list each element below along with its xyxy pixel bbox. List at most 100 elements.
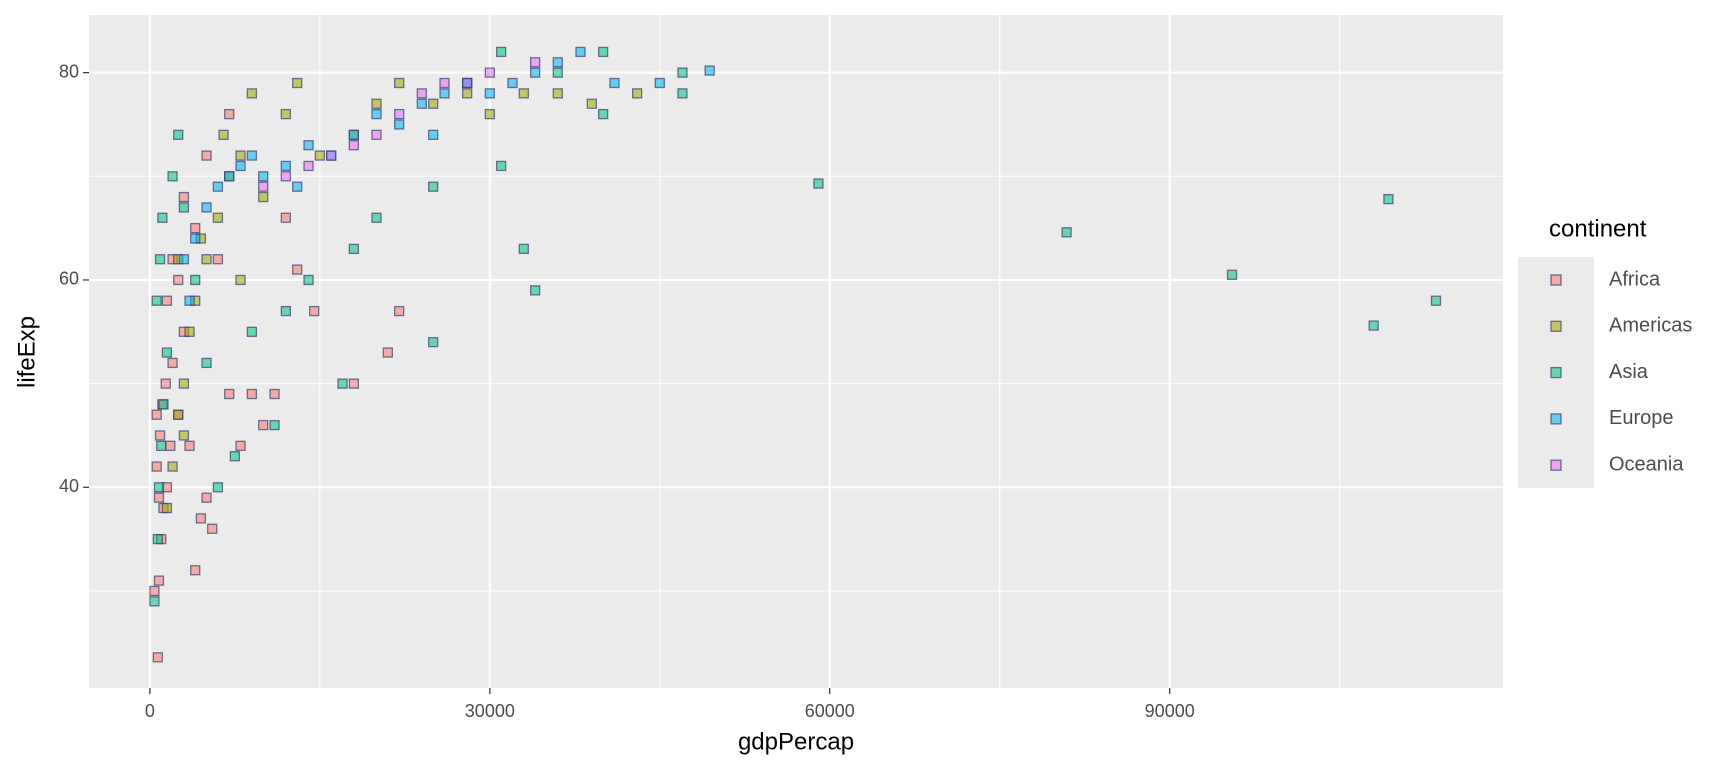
point [190,565,201,576]
point [178,430,190,441]
legend: Africa Americas Asia Europe Oceania [1550,268,1692,475]
y-tick-label: 60 [59,269,79,289]
point [326,150,337,161]
point [224,171,235,182]
point [165,440,176,451]
point [654,77,665,89]
point [178,254,190,265]
point [371,212,382,223]
point [246,88,258,99]
x-tick-label: 90000 [1145,701,1195,721]
point [439,77,450,89]
point [518,88,529,99]
point [416,88,427,99]
legend-key [1550,366,1562,379]
point [1430,295,1442,306]
point [371,108,382,120]
point [1383,193,1394,205]
point [246,150,258,161]
point [631,88,643,99]
point [394,305,405,317]
x-tick-label: 0 [145,701,155,721]
point [704,65,715,76]
point [201,150,212,161]
point [212,212,224,223]
legend-title: continent [1549,215,1647,242]
point [235,274,246,286]
point [677,67,688,78]
y-axis-title: lifeExp [13,316,40,388]
point [201,254,212,265]
point [518,243,529,255]
point [416,98,427,109]
legend-label: Europe [1609,407,1674,429]
point [153,482,165,493]
x-axis-title: gdpPercap [738,728,854,755]
legend-label: Africa [1609,268,1661,290]
x-tick-label: 60000 [805,701,855,721]
point [153,492,165,503]
point [258,191,269,203]
point [382,347,393,358]
point [530,57,541,68]
legend-key [1550,413,1562,425]
point [184,440,195,451]
point [207,523,218,534]
point [348,243,360,255]
point [184,295,195,306]
points [149,46,1442,663]
point [229,451,241,462]
point [597,46,609,58]
point [303,274,314,286]
point [178,191,190,203]
point [184,326,195,337]
point [1061,227,1072,238]
legend-key [1550,320,1562,332]
point [151,461,162,472]
point [167,461,178,472]
point [292,264,303,275]
legend-label: Oceania [1609,453,1684,475]
point [292,77,303,89]
point [586,98,597,109]
point [161,347,173,358]
point [235,440,246,451]
point [212,254,224,265]
point [280,171,292,182]
point [484,88,495,99]
point [190,222,201,234]
x-tick-label: 30000 [465,701,515,721]
panel [89,15,1503,688]
point [149,596,160,607]
point [677,88,688,99]
point [552,88,563,99]
point [156,440,167,451]
point [190,233,201,244]
point [151,409,162,420]
point [269,388,280,400]
point [575,46,586,58]
point [280,160,292,172]
point [280,108,292,120]
point [201,357,212,369]
point [507,77,518,89]
point [201,202,212,213]
point [152,533,163,545]
point [195,513,207,524]
point [149,585,160,597]
point [428,181,439,192]
point [218,129,229,140]
point [235,150,246,161]
point [371,98,382,109]
point [224,108,235,120]
point [212,181,224,192]
point [462,88,473,99]
point [1226,269,1238,280]
point [496,46,507,58]
y-tick-label: 40 [59,476,79,496]
point [314,150,326,161]
point [439,88,450,99]
point [552,57,563,68]
point [348,140,360,151]
